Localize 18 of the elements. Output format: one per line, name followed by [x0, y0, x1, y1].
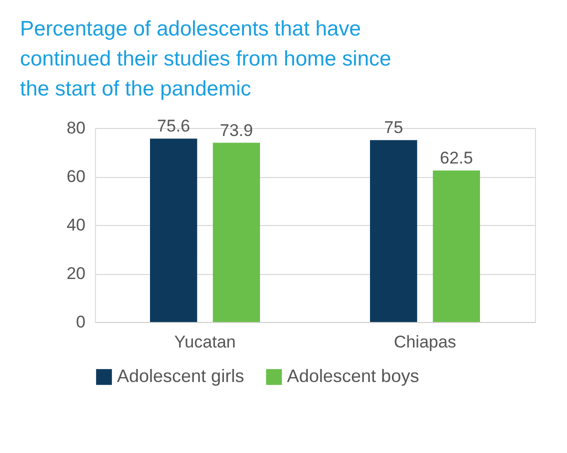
y-tick-label: 0	[76, 312, 86, 332]
bar	[370, 140, 418, 322]
data-label: 75.6	[157, 116, 190, 136]
y-tick-label: 80	[66, 118, 86, 138]
y-tick-label: 40	[66, 216, 86, 234]
legend-label: Adolescent girls	[117, 366, 244, 386]
bar	[150, 138, 198, 322]
bar	[432, 170, 480, 322]
chart-title: Percentage of adolescents that have continued their studies from home since the start of the pandemic	[20, 18, 392, 101]
y-tick-label: 60	[66, 167, 86, 186]
legend-label: Adolescent boys	[287, 366, 420, 386]
x-tick-label: Yucatan	[174, 332, 236, 352]
y-tick-label: 20	[66, 264, 86, 283]
bar	[212, 142, 260, 322]
data-label: 62.5	[440, 148, 473, 168]
x-tick-label: Chiapas	[394, 332, 456, 352]
data-label: 73.9	[220, 120, 253, 140]
data-label: 75	[384, 118, 404, 138]
